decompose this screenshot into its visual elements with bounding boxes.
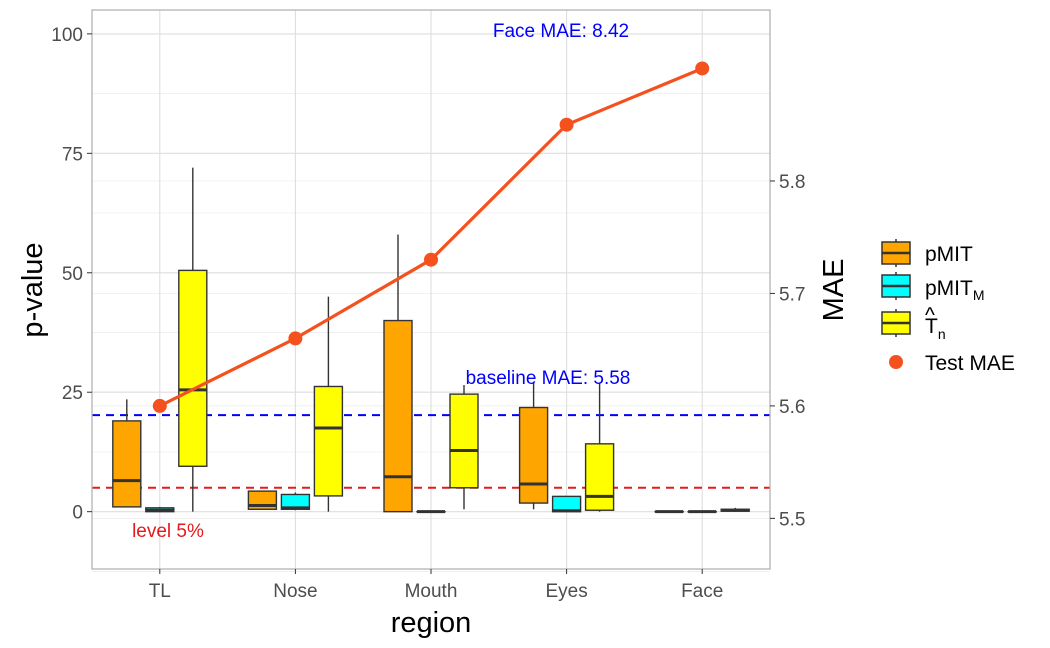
x-tick-label: TL [149,581,171,602]
y-tick-label: 25 [62,383,83,404]
y2-axis-title: MAE [818,259,850,322]
box-pmit-tl [112,399,142,508]
box-pmit-m-tl [145,506,175,513]
legend-key-pmitm [881,272,911,300]
x-axis-title: region [391,607,472,639]
x-tick-label: Nose [273,581,317,602]
test-mae-point [695,61,710,76]
y2-tick-label: 5.5 [779,509,805,530]
x-tick-label: Mouth [405,581,458,602]
box-body [518,406,549,504]
box-body [584,443,615,511]
box-pmit-mouth [383,234,413,513]
boxplots [112,167,750,514]
y-tick-label: 75 [62,144,83,165]
x-tick-label: Face [681,581,723,602]
box-body [449,393,479,489]
test-mae-point [424,252,438,267]
y2-tick-label: 5.7 [779,284,805,305]
y2-tick-label: 5.6 [779,397,805,418]
legend-label-tn: Tn [925,315,946,342]
y-tick-label: 100 [51,25,83,46]
box-t-n-mouth [449,385,479,510]
box-t-n-face [720,507,750,512]
legend: pMIT pMITM ^ Tn Test MAE [881,239,1015,375]
box-body [383,319,413,513]
y-tick-label: 50 [62,264,83,285]
legend-label-pmit: pMIT [925,243,973,266]
box-t-n-nose [313,296,344,512]
box-t-n-eyes [584,382,615,512]
box-t-n-tl [178,167,208,512]
box-body [313,385,344,497]
box-body [112,420,142,508]
y2-tick-label: 5.8 [779,172,805,193]
legend-key-pmit [881,239,911,267]
legend-label-pmitm: pMITM [925,277,985,303]
box-body [178,269,208,467]
test-mae-series [152,61,710,413]
box-pmit-m-eyes [551,495,582,513]
box-pmit-eyes [518,382,549,510]
legend-key-test-mae [889,355,903,369]
legend-hat-tn: ^ [925,304,935,327]
test-mae-point [152,398,167,413]
face-mae-annotation: Face MAE: 8.42 [493,21,629,42]
legend-key-tn [881,309,911,337]
legend-label-test-mae: Test MAE [925,352,1015,375]
x-tick-label: Eyes [545,581,587,602]
baseline-mae-annotation: baseline MAE: 5.58 [466,368,631,389]
test-mae-point [288,331,303,346]
axis-ticks: 0 25 50 75 100 5.5 5.6 5.7 5.8 TL Nose Mouth Eyes Fac… [51,25,805,602]
test-mae-point [559,117,574,132]
y-axis-title: p-value [17,242,49,337]
level-annotation: level 5% [132,521,204,542]
box-pmit-nose [247,490,278,510]
box-pmit-m-nose [280,492,311,511]
y-tick-label: 0 [72,503,83,524]
